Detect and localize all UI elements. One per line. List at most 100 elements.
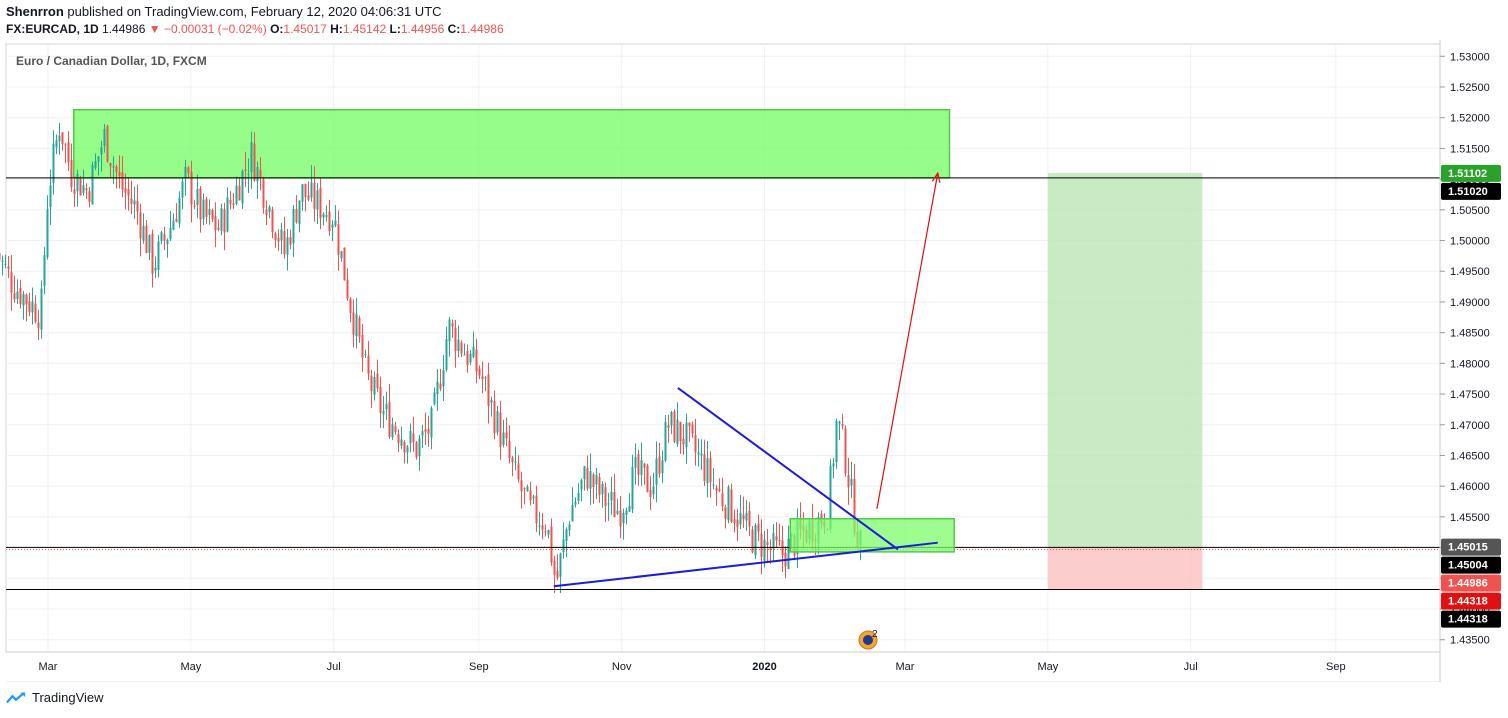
candle-body — [850, 478, 853, 486]
candle-body — [316, 190, 319, 210]
candle-body — [304, 183, 307, 197]
y-tick-label: 1.47500 — [1450, 389, 1490, 401]
price-label: 1.45004 — [1448, 560, 1489, 572]
candle-body — [472, 346, 475, 357]
candles-layer — [0, 122, 862, 594]
price-label-bg — [1441, 538, 1501, 556]
badge-count: 2 — [872, 629, 878, 640]
candle-body — [760, 533, 763, 558]
candle-body — [133, 200, 136, 205]
candle-body — [250, 142, 253, 173]
candlestick-chart[interactable]: Euro / Canadian Dollar, 1D, FXCM Mar May J… — [0, 40, 1508, 682]
price-label-bg — [1441, 592, 1501, 610]
candle-body — [553, 560, 556, 575]
y-tick-label: 1.50500 — [1450, 205, 1490, 217]
candle-body — [757, 523, 760, 532]
candle-body — [568, 524, 571, 531]
candle-body — [607, 503, 610, 505]
candle-body — [739, 512, 742, 525]
candle-body — [634, 456, 637, 468]
high-value: 1.45142 — [342, 22, 387, 36]
x-tick-label: May — [1037, 661, 1058, 673]
candle-body — [730, 489, 733, 522]
candle-body — [280, 229, 283, 241]
candle-body — [226, 197, 229, 232]
candle-body — [670, 412, 673, 426]
candle-body — [688, 422, 691, 427]
candle-body — [118, 171, 121, 176]
price-label: 1.44986 — [1448, 578, 1488, 590]
y-tick-label: 1.53000 — [1450, 51, 1490, 63]
candle-body — [154, 267, 157, 271]
candle-body — [106, 126, 109, 162]
candle-body — [772, 532, 775, 549]
candle-body — [706, 458, 709, 484]
candle-body — [151, 233, 154, 274]
candle-body — [538, 525, 541, 527]
candle-body — [10, 272, 13, 293]
candle-body — [289, 237, 292, 245]
indicator-badge[interactable]: 2 — [858, 629, 878, 650]
tradingview-brand[interactable]: TradingView — [32, 690, 104, 705]
drawings-layer — [553, 171, 955, 588]
candle-body — [712, 484, 715, 486]
close-value: 1.44986 — [460, 22, 504, 36]
candle-body — [43, 255, 46, 287]
zones-layer — [73, 108, 1203, 590]
candle-body — [193, 205, 196, 207]
publisher-name[interactable]: Shenrron — [6, 4, 64, 19]
candle-body — [91, 164, 94, 205]
candle-body — [652, 486, 655, 495]
candle-body — [325, 214, 328, 218]
candle-body — [835, 420, 838, 463]
open-label: O: — [270, 22, 284, 36]
candle-body — [649, 490, 652, 498]
candle-body — [94, 160, 97, 168]
candle-body — [37, 322, 40, 329]
candle-body — [46, 209, 49, 258]
candle-body — [58, 135, 61, 142]
candle-body — [586, 468, 589, 489]
candle-body — [487, 374, 490, 406]
x-tick-label: Jul — [1184, 661, 1198, 673]
candle-body — [214, 216, 217, 231]
price-labels: 1.51102 1.51020 1.45015 1.45004 1.44986 1.443… — [1441, 164, 1501, 628]
high-label: H: — [330, 22, 343, 36]
candle-body — [499, 412, 502, 447]
candle-body — [394, 426, 397, 432]
price-label-bg — [1441, 610, 1501, 628]
candle-body — [142, 225, 145, 241]
candle-body — [127, 189, 130, 196]
candle-body — [31, 301, 34, 313]
candle-body — [580, 480, 583, 490]
candle-body — [457, 339, 460, 352]
candle-body — [256, 167, 259, 182]
candle-body — [52, 144, 55, 183]
candle-body — [61, 132, 64, 145]
candle-body — [661, 460, 664, 474]
x-tick-label: Mar — [39, 661, 58, 673]
candle-body — [298, 200, 301, 225]
candle-body — [130, 198, 133, 204]
candle-body — [262, 179, 265, 208]
support-zone — [789, 517, 955, 553]
candle-body — [736, 519, 739, 527]
candle-body — [589, 471, 592, 489]
candle-body — [430, 407, 433, 438]
candle-body — [673, 411, 676, 442]
chart-title: Euro / Canadian Dollar, 1D, FXCM — [16, 54, 207, 68]
candle-body — [838, 421, 841, 424]
x-tick-label: Mar — [896, 661, 915, 673]
x-tick-label: Jul — [327, 661, 341, 673]
candle-body — [163, 234, 166, 241]
candle-body — [574, 501, 577, 505]
candle-body — [367, 355, 370, 374]
candle-body — [703, 454, 706, 482]
candle-body — [22, 293, 25, 306]
candle-body — [583, 466, 586, 480]
price-label: 1.51102 — [1448, 168, 1487, 180]
candle-body — [511, 457, 514, 462]
candle-body — [64, 144, 67, 146]
candle-body — [733, 519, 736, 523]
candle-body — [445, 339, 448, 370]
